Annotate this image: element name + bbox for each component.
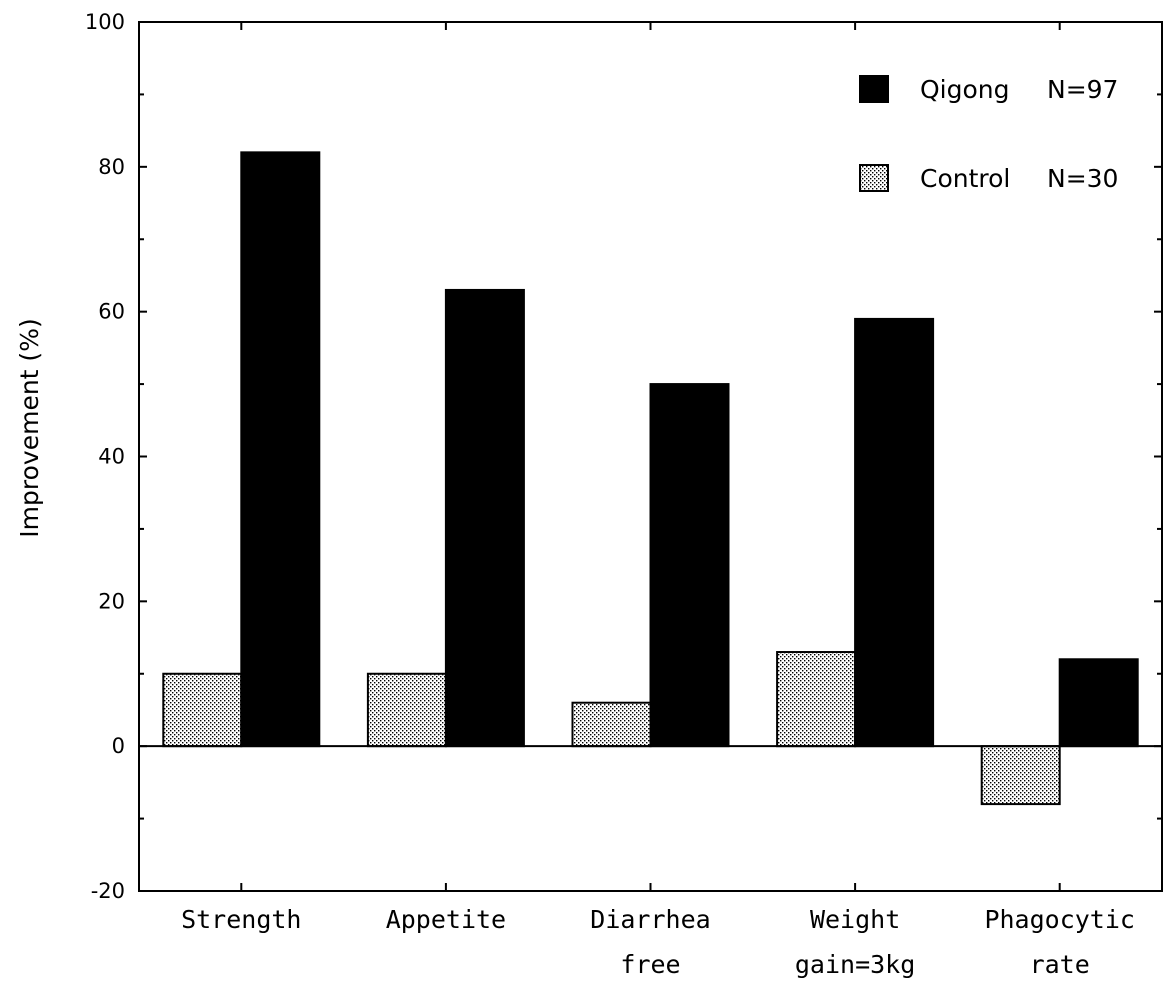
bar-control <box>571 701 652 748</box>
y-axis-ticks: -20 0 20 40 60 80 100 <box>85 10 1162 903</box>
legend-label-qigong: Qigong <box>920 75 1010 104</box>
bar-qigong <box>444 288 525 748</box>
y-axis-title: Improvement (%) <box>15 318 44 537</box>
bar-control <box>162 672 243 748</box>
bar-control <box>980 745 1061 806</box>
category-label: free <box>620 950 680 979</box>
bar-control <box>776 651 857 748</box>
legend-label-control: Control <box>920 164 1010 193</box>
x-axis-ticks <box>240 22 1061 891</box>
bar-control <box>366 672 447 748</box>
bar-qigong <box>240 151 321 748</box>
y-tick-label: -20 <box>91 879 125 903</box>
category-label: Phagocytic <box>984 905 1135 934</box>
category-label: Diarrhea <box>590 905 710 934</box>
legend-swatch-qigong <box>859 75 889 103</box>
category-label: Appetite <box>386 905 506 934</box>
bar-qigong <box>649 383 730 748</box>
y-tick-label: 100 <box>85 10 125 34</box>
category-label: gain=3kg <box>795 950 915 979</box>
y-tick-label: 80 <box>98 155 125 179</box>
category-label: rate <box>1030 950 1090 979</box>
y-tick-label: 60 <box>98 300 125 324</box>
bar-qigong <box>1058 658 1139 748</box>
category-label: Strength <box>181 905 301 934</box>
legend-n-control: N=30 <box>1047 164 1118 193</box>
y-tick-label: 20 <box>98 589 125 613</box>
legend-swatch-control <box>859 164 889 192</box>
legend-n-qigong: N=97 <box>1047 75 1118 104</box>
y-tick-label: 40 <box>98 445 125 469</box>
y-tick-label: 0 <box>112 734 125 758</box>
bar-qigong <box>854 317 935 748</box>
legend: Qigong N=97 Control N=30 <box>859 75 1118 193</box>
bars <box>162 151 1139 806</box>
category-labels: Strength Appetite Diarrhea free Weight gain=3… <box>181 905 1135 979</box>
category-label: Weight <box>810 905 900 934</box>
